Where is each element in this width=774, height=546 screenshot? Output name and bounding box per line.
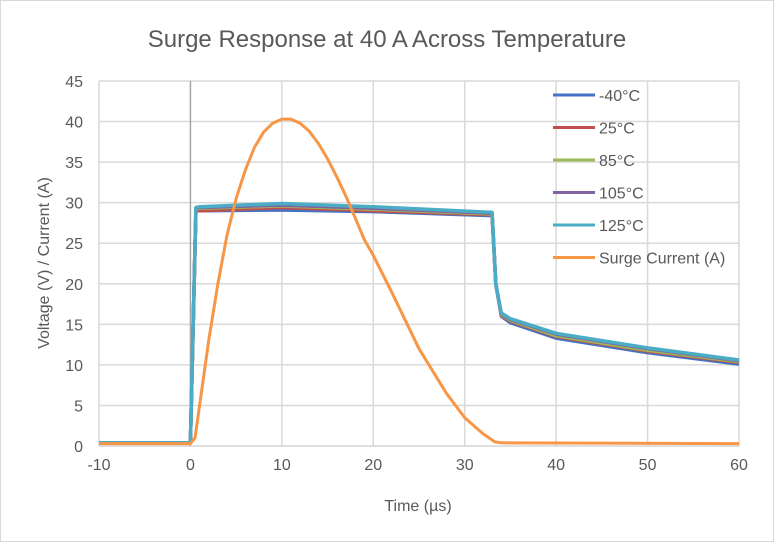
x-tick-label: 30 [456, 457, 474, 474]
y-tick-label: 5 [74, 398, 83, 415]
y-tick-label: 15 [65, 317, 83, 334]
y-tick-label: 10 [65, 358, 83, 375]
y-tick-label: 25 [65, 236, 83, 253]
x-tick-label: 50 [639, 457, 657, 474]
x-tick-label: -10 [87, 457, 110, 474]
legend-label-3: 105°C [599, 186, 644, 203]
series-line-4 [99, 201, 740, 445]
y-tick-label: 30 [65, 196, 83, 213]
x-tick-label: 20 [364, 457, 382, 474]
legend-label-4: 125°C [599, 218, 644, 235]
y-axis-label: Voltage (V) / Current (A) [36, 177, 53, 349]
x-tick-label: 0 [186, 457, 195, 474]
x-axis-label: Time (µs) [384, 498, 451, 515]
legend-label-5: Surge Current (A) [599, 251, 725, 268]
legend-label-0: -40°C [599, 88, 640, 105]
y-tick-label: 35 [65, 155, 83, 172]
legend-label-2: 85°C [599, 153, 635, 170]
chart-title: Surge Response at 40 A Across Temperatur… [148, 26, 627, 53]
x-tick-label: 10 [273, 457, 291, 474]
y-tick-label: 40 [65, 115, 83, 132]
x-tick-label: 40 [547, 457, 565, 474]
legend-label-1: 25°C [599, 121, 635, 138]
y-tick-label: 0 [74, 439, 83, 456]
x-tick-label: 60 [730, 457, 748, 474]
y-tick-label: 45 [65, 74, 83, 91]
y-tick-label: 20 [65, 277, 83, 294]
series-line-5 [99, 117, 740, 446]
